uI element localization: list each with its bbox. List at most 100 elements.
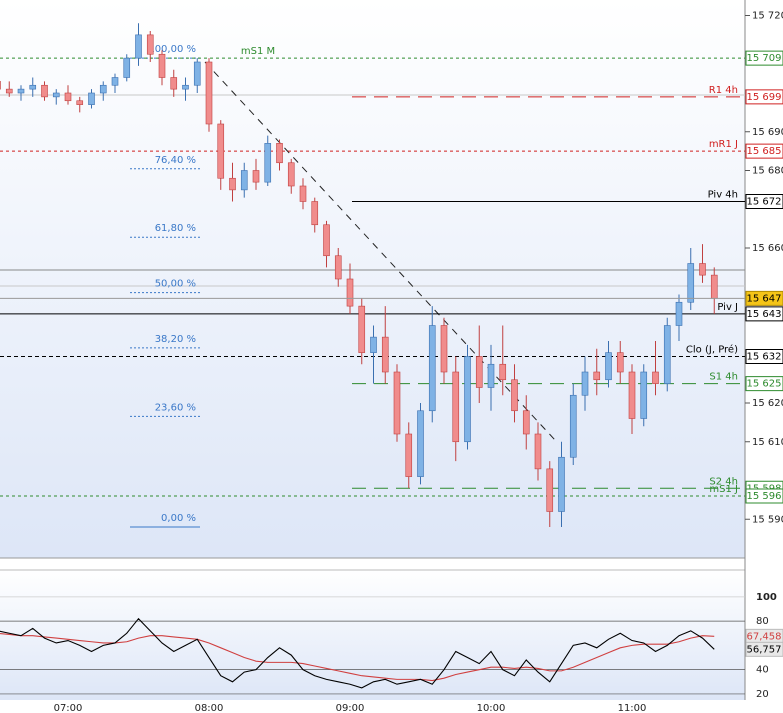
candle-body xyxy=(358,305,366,353)
fib-label: 100,00 % xyxy=(148,44,196,55)
candle-body xyxy=(41,84,48,98)
osc-line xyxy=(0,632,715,682)
y-tick-label: 15 590 xyxy=(752,514,783,525)
candle-body xyxy=(511,379,518,412)
candle-body xyxy=(64,92,72,102)
candle-body xyxy=(569,394,577,458)
candle-body xyxy=(135,34,142,59)
level-name: mS1 J xyxy=(709,484,738,495)
candle-body xyxy=(29,84,37,90)
level-value: 15 596 xyxy=(747,491,782,502)
candle-body xyxy=(76,100,84,105)
candle-body xyxy=(605,352,612,381)
level-name: mR1 J xyxy=(709,139,738,150)
candle-body xyxy=(464,356,471,443)
y-tick-label: 15 620 xyxy=(752,398,783,409)
level-value: 15 672 xyxy=(747,197,782,208)
oscillator-panel xyxy=(0,570,745,700)
candle-body xyxy=(475,356,483,388)
candle-body xyxy=(487,363,495,388)
candle-body xyxy=(299,185,307,202)
candle-body xyxy=(52,92,60,98)
x-tick-label: 11:00 xyxy=(618,703,647,713)
osc-tick-label: 20 xyxy=(756,689,769,700)
y-tick-label: 15 660 xyxy=(752,243,783,254)
candle-body xyxy=(640,371,648,419)
level-box xyxy=(745,349,783,364)
y-tick-label: 15 680 xyxy=(752,166,783,177)
candle-body xyxy=(558,456,565,512)
candle-body xyxy=(158,53,166,78)
level-value: 15 632 xyxy=(747,352,782,363)
level-name: Piv J xyxy=(717,302,738,313)
level-name: S2 4h xyxy=(709,476,738,487)
candle-body xyxy=(252,170,260,183)
level-value: 15 685 xyxy=(747,146,782,157)
level-value: 15 643 xyxy=(747,309,782,320)
candle-body xyxy=(699,263,706,276)
level-box xyxy=(745,488,783,504)
candle-body xyxy=(88,92,95,105)
candle-body xyxy=(311,201,319,226)
candle-body xyxy=(417,410,424,477)
candle-body xyxy=(346,278,354,307)
level-box xyxy=(745,306,783,322)
candle-body xyxy=(546,468,554,512)
fib-label: 0,00 % xyxy=(161,513,196,524)
candle-body xyxy=(229,177,236,191)
candle-body xyxy=(440,325,448,373)
osc-tick-label: 40 xyxy=(756,665,769,676)
osc-value-box xyxy=(745,641,783,657)
candle-body xyxy=(616,352,624,373)
candle-body xyxy=(534,433,542,470)
candle-body xyxy=(499,363,507,381)
osc-line xyxy=(0,617,715,689)
fib-label: 50,00 % xyxy=(155,279,196,290)
level-box xyxy=(745,194,783,209)
level-box xyxy=(745,50,783,66)
candle-body xyxy=(111,77,119,86)
x-tick-label: 07:00 xyxy=(54,703,83,713)
level-name: Piv 4h xyxy=(708,190,738,201)
candle-body xyxy=(205,61,213,125)
candle-body xyxy=(217,123,225,179)
candle-body xyxy=(17,88,25,94)
osc-tick-label: 80 xyxy=(756,616,769,627)
level-name: R1 4h xyxy=(709,85,738,96)
osc-tick-label: 100 xyxy=(756,592,777,603)
fib-label: 38,20 % xyxy=(155,334,196,345)
candle-body xyxy=(323,224,330,257)
plot-layer: 15 720 15 690 15 680 15 660 15 620 15 610 15 5… xyxy=(0,11,783,713)
candle-body xyxy=(593,371,601,381)
candle-body xyxy=(581,371,589,396)
candle-body xyxy=(628,371,636,419)
candle-body xyxy=(652,371,659,384)
fib-label: 61,80 % xyxy=(155,223,196,234)
candle-body xyxy=(522,410,530,435)
level-box xyxy=(745,89,783,105)
candle-body xyxy=(381,336,389,373)
level-name: Clo (J, Pré) xyxy=(686,344,738,356)
candle-body xyxy=(123,57,131,78)
y-tick-label: 15 720 xyxy=(752,11,783,22)
level-value: 15 709 xyxy=(747,53,782,64)
candle-body xyxy=(5,88,13,94)
candle-body xyxy=(0,81,1,90)
candle-body xyxy=(334,255,342,280)
osc-value-label: 56,757 xyxy=(747,644,782,655)
candle-body xyxy=(287,162,295,187)
candle-body xyxy=(405,433,413,477)
last-price-box xyxy=(745,290,783,306)
level-box xyxy=(745,376,783,392)
candle-body xyxy=(276,143,283,164)
candle-body xyxy=(193,61,201,86)
level-value: 15 699 xyxy=(747,92,782,103)
level-value: 15 625 xyxy=(747,379,782,390)
trend-line xyxy=(204,61,556,441)
candle-body xyxy=(710,274,718,299)
candle-body xyxy=(170,77,178,90)
level-name: S1 4h xyxy=(709,372,738,383)
x-tick-label: 09:00 xyxy=(336,703,365,713)
last-price-label: 15 647 xyxy=(747,293,782,304)
